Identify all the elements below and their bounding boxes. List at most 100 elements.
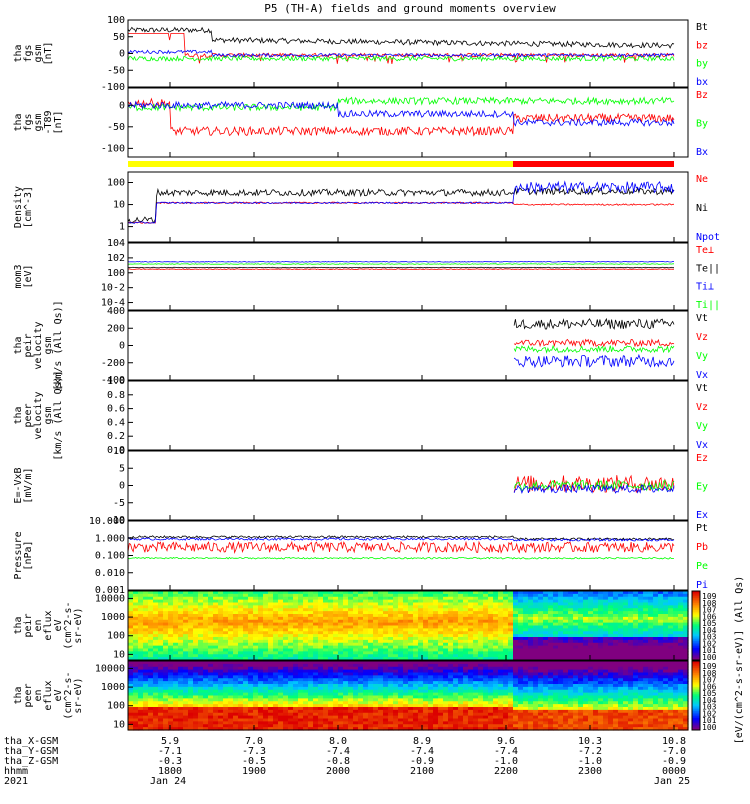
y-tick-label: 10000 <box>95 593 125 604</box>
y-tick-label: 1 <box>119 222 125 233</box>
y-axis-label: [eV] <box>23 264 34 288</box>
legend-entry-density: Ni <box>696 203 708 214</box>
y-tick-label: 0.100 <box>95 551 125 562</box>
legend-entry-fgs-t89: Bx <box>696 147 708 158</box>
legend-entry-pressure: Pt <box>696 523 708 534</box>
series-line-efield-Ez <box>514 475 674 492</box>
y-tick-label: -100 <box>101 82 125 93</box>
y-axis-label: sr-eV) <box>73 607 84 643</box>
y-tick-label: -50 <box>107 122 125 133</box>
legend-entry-peir-velocity: Vy <box>696 351 708 362</box>
legend-entry-fgs-t89: By <box>696 119 708 130</box>
series-line-peir-velocity-Vx <box>514 355 674 367</box>
y-tick-label: -100 <box>101 143 125 154</box>
legend-entry-pressure: Pi <box>696 580 708 591</box>
y-tick-label: 0.010 <box>95 568 125 579</box>
y-tick-label: 0.8 <box>107 390 125 401</box>
y-axis-label: sr-eV) <box>73 677 84 713</box>
legend-entry-fgs: Bt <box>696 22 708 33</box>
panel-frame <box>128 521 688 590</box>
panel-frame <box>128 88 688 157</box>
plot-title: P5 (TH-A) fields and ground moments over… <box>264 2 556 15</box>
y-tick-label: 10 <box>113 200 125 211</box>
legend-entry-peir-velocity: Vz <box>696 332 708 343</box>
y-tick-label: 1.0 <box>107 376 125 387</box>
y-tick-label: 0.6 <box>107 404 125 415</box>
legend-entry-fgs: by <box>696 59 708 70</box>
y-axis-label: [nT] <box>53 110 64 134</box>
series-line-peir-velocity-Vz <box>514 340 674 347</box>
y-tick-label: -5 <box>113 498 125 509</box>
y-tick-label: 1.000 <box>95 533 125 544</box>
series-line-peir-velocity-Vy <box>514 346 674 353</box>
panel-pressure: Pressure[nPa]PtPbPePi10.0001.0000.1000.0… <box>13 516 708 596</box>
panel-frame <box>128 172 688 242</box>
legend-entry-density: Npot <box>696 232 720 243</box>
legend-entry-fgs-t89: Bz <box>696 90 708 101</box>
legend-entry-peer-velocity: Vt <box>696 383 708 394</box>
legend-entry-efield: Ez <box>696 453 708 464</box>
y-axis-label: [km/s (All Qs)] <box>53 370 64 460</box>
y-tick-label: 10 <box>113 649 125 660</box>
series-line-temperature-Te⊥ <box>128 269 674 270</box>
legend-entry-peer-velocity: Vz <box>696 402 708 413</box>
y-tick-label: 200 <box>107 323 125 334</box>
legend-entry-peer-velocity: Vy <box>696 421 708 432</box>
y-tick-label: 100 <box>107 178 125 189</box>
legend-entry-pressure: Pb <box>696 542 708 553</box>
legend-entry-peir-velocity: Vx <box>696 370 708 381</box>
legend-entry-pressure: Pe <box>696 561 708 572</box>
series-line-density-Ni <box>128 188 674 223</box>
legend-entry-peir-velocity: Vt <box>696 313 708 324</box>
y-tick-label: 0 <box>119 100 125 111</box>
y-tick-label: 100 <box>107 15 125 26</box>
y-axis-label: [nT] <box>43 41 54 65</box>
y-tick-label: 10-2 <box>101 283 125 294</box>
y-tick-label: 0.2 <box>107 431 125 442</box>
y-tick-label: 0 <box>119 49 125 60</box>
legend-entry-fgs: bx <box>696 77 708 88</box>
y-tick-label: 10 <box>113 446 125 457</box>
y-tick-label: 100 <box>107 631 125 642</box>
series-line-pressure-Pb <box>128 542 674 553</box>
legend-entry-efield: Ex <box>696 510 708 521</box>
y-tick-label: 400 <box>107 306 125 317</box>
panel-frame <box>128 381 688 450</box>
legend-entry-density: Ne <box>696 174 708 185</box>
y-tick-label: -50 <box>107 65 125 76</box>
y-tick-label: 10.000 <box>89 516 125 527</box>
series-line-pressure-Pe <box>128 557 674 559</box>
series-line-fgs-Bt <box>128 27 674 48</box>
series-line-temperature-Ti|| <box>128 264 674 265</box>
y-tick-label: 50 <box>113 32 125 43</box>
legend-entry-temperature: Te|| <box>696 263 720 274</box>
series-line-efield-Ex <box>514 485 674 493</box>
y-tick-label: 5 <box>119 463 125 474</box>
legend-entry-peer-velocity: Vx <box>696 440 708 451</box>
series-line-temperature-Ti⊥ <box>128 262 674 263</box>
series-line-temperature-Te|| <box>128 267 674 268</box>
y-tick-label: 0 <box>119 481 125 492</box>
y-tick-label: 102 <box>107 253 125 264</box>
panel-frame <box>128 243 688 310</box>
legend-entry-temperature: Te⊥ <box>696 245 714 256</box>
series-line-peir-velocity-Vt <box>514 319 674 329</box>
y-tick-label: 1000 <box>101 612 125 623</box>
legend-entry-efield: Ey <box>696 482 708 493</box>
y-axis-label: [cm^-3] <box>23 186 34 228</box>
y-tick-label: -200 <box>101 358 125 369</box>
y-tick-label: 0.4 <box>107 417 125 428</box>
y-axis-label: [mV/m] <box>23 467 34 503</box>
legend-entry-fgs: bz <box>696 40 708 51</box>
series-line-density-Ne <box>128 202 674 223</box>
